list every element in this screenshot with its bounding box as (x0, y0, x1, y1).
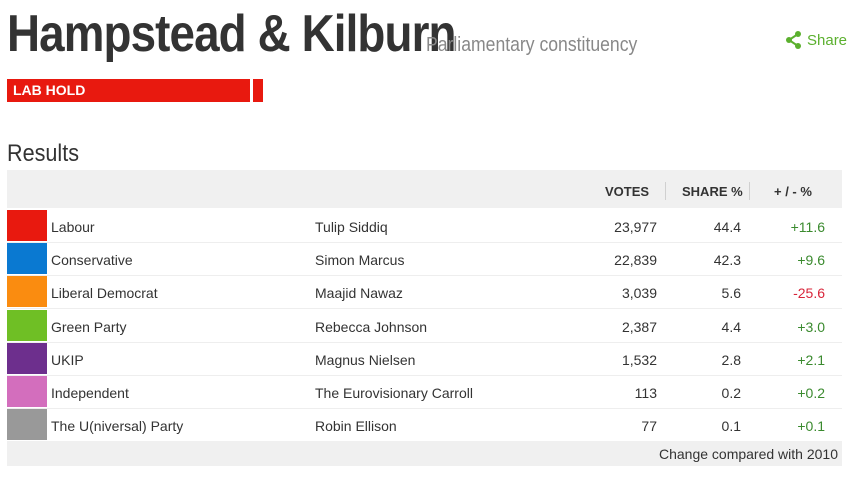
change-value: +9.6 (797, 252, 825, 269)
share-value: 4.4 (721, 318, 741, 335)
share-value: 5.6 (721, 285, 741, 302)
votes-value: 113 (634, 385, 657, 401)
table-row: Green Party Rebecca Johnson 2,387 4.4 +3… (7, 309, 842, 343)
party-name: Green Party (51, 318, 127, 335)
party-color-swatch (7, 376, 47, 407)
votes-header: VOTES (605, 184, 650, 199)
votes-value: 3,039 (621, 285, 657, 302)
candidate-name: Simon Marcus (315, 252, 405, 269)
party-color-swatch (7, 243, 47, 275)
divider (665, 182, 666, 200)
change-value: +0.1 (797, 418, 825, 435)
table-row: UKIP Magnus Nielsen 1,532 2.8 +2.1 (7, 342, 842, 376)
share-button[interactable]: Share (786, 31, 847, 49)
candidate-name: The Eurovisionary Carroll (315, 385, 473, 401)
table-header: VOTES SHARE % + / - % (7, 170, 842, 208)
change-header: + / - % (774, 184, 812, 199)
party-color-swatch (7, 210, 47, 241)
party-color-swatch (7, 409, 47, 441)
share-value: 0.2 (721, 385, 741, 401)
footnote: Change compared with 2010 (658, 446, 838, 462)
party-name: Independent (51, 385, 129, 401)
party-name: Liberal Democrat (51, 285, 158, 302)
constituency-title: Hampstead & Kilburn (7, 5, 456, 63)
candidate-name: Maajid Nawaz (315, 285, 403, 302)
change-value: +0.2 (797, 385, 825, 401)
candidate-name: Rebecca Johnson (315, 318, 428, 335)
result-badge: LAB HOLD (7, 79, 250, 102)
share-header: SHARE % (682, 184, 743, 199)
votes-value: 22,839 (614, 252, 657, 269)
change-value: +2.1 (797, 351, 825, 368)
party-color-swatch (7, 309, 47, 341)
share-value: 0.1 (721, 418, 741, 435)
result-badge-accent (253, 79, 263, 102)
candidate-name: Magnus Nielsen (315, 351, 416, 368)
votes-value: 23,977 (614, 219, 657, 235)
table-row: Independent The Eurovisionary Carroll 11… (7, 375, 842, 409)
change-value: +3.0 (797, 318, 825, 335)
share-label: Share (807, 31, 848, 49)
candidate-name: Robin Ellison (315, 418, 397, 435)
table-row: Labour Tulip Siddiq 23,977 44.4 +11.6 (7, 209, 842, 243)
votes-value: 2,387 (621, 318, 657, 335)
party-name: Labour (51, 219, 95, 235)
table-footer: Change compared with 2010 (7, 441, 842, 466)
share-value: 2.8 (721, 351, 741, 368)
table-row: Liberal Democrat Maajid Nawaz 3,039 5.6 … (7, 275, 842, 310)
share-value: 44.4 (713, 219, 741, 235)
party-name: The U(niversal) Party (51, 418, 184, 435)
table-row: The U(niversal) Party Robin Ellison 77 0… (7, 408, 842, 443)
votes-value: 1,532 (621, 351, 657, 368)
share-icon (786, 31, 801, 49)
party-color-swatch (7, 276, 47, 308)
share-value: 42.3 (713, 252, 741, 269)
party-name: UKIP (51, 351, 84, 368)
change-value: +11.6 (790, 219, 825, 235)
constituency-subtitle: Parliamentary constituency (426, 34, 638, 56)
results-heading: Results (7, 140, 80, 167)
change-value: -25.6 (793, 285, 825, 302)
candidate-name: Tulip Siddiq (315, 219, 388, 235)
party-name: Conservative (51, 252, 133, 269)
votes-value: 77 (641, 418, 657, 435)
table-row: Conservative Simon Marcus 22,839 42.3 +9… (7, 242, 842, 277)
divider (749, 182, 750, 200)
party-color-swatch (7, 342, 47, 374)
